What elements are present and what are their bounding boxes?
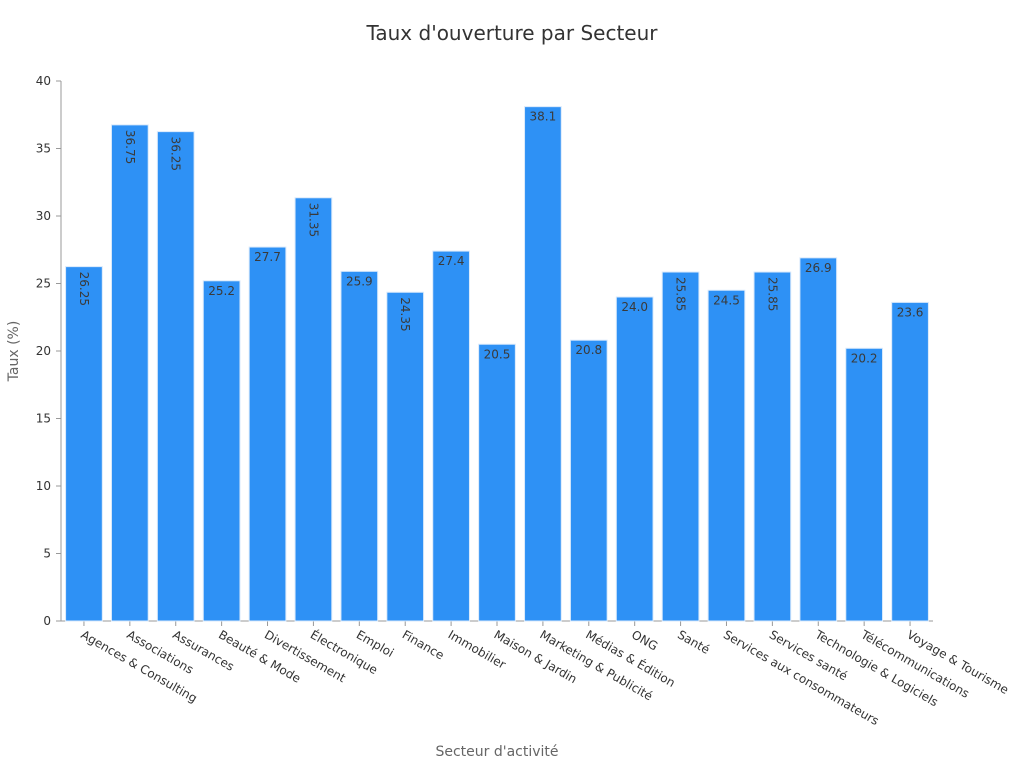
y-tick-label: 5 xyxy=(43,547,51,561)
bar xyxy=(110,124,149,622)
data-label: 26.25 xyxy=(77,272,91,306)
y-tick-label: 20 xyxy=(36,344,51,358)
bar xyxy=(478,343,516,622)
x-tick-label: Santé xyxy=(675,627,712,656)
y-tick-label: 0 xyxy=(43,614,51,628)
data-label: 27.7 xyxy=(254,250,281,264)
data-label: 24.5 xyxy=(713,293,740,307)
data-label: 36.25 xyxy=(169,137,183,171)
bars xyxy=(65,106,929,622)
x-axis-title: Secteur d'activité xyxy=(435,744,558,760)
bar xyxy=(202,280,241,622)
bar xyxy=(340,270,379,622)
y-tick-label: 10 xyxy=(36,479,51,493)
data-label: 24.0 xyxy=(621,300,648,314)
bar xyxy=(799,257,838,622)
data-label: 25.85 xyxy=(674,277,688,311)
bar xyxy=(707,289,746,622)
bar xyxy=(615,296,654,622)
data-label: 24.35 xyxy=(398,297,412,331)
bar xyxy=(891,301,929,622)
bar xyxy=(386,291,425,622)
data-labels: 26.25 36.75 36.25 25.2 27.7 31.35 25.9 24.35 27.… xyxy=(77,110,923,366)
data-label: 36.75 xyxy=(123,130,137,164)
bar xyxy=(248,246,287,622)
y-axis-title: Taux (%) xyxy=(6,321,22,383)
y-tick-label: 25 xyxy=(36,277,51,291)
y-axis: 0 5 10 15 20 25 30 35 40 xyxy=(36,74,62,628)
bar xyxy=(569,339,608,622)
bar xyxy=(294,197,333,622)
y-tick-label: 30 xyxy=(36,209,51,223)
y-tick-label: 15 xyxy=(36,412,51,426)
data-label: 25.2 xyxy=(208,284,235,298)
x-tick-label: ONG xyxy=(629,627,660,653)
data-label: 25.9 xyxy=(346,274,373,288)
data-label: 20.2 xyxy=(851,351,878,365)
x-axis: Agences & ConsultingAssociationsAssuranc… xyxy=(61,620,1011,728)
data-label: 38.1 xyxy=(530,110,557,124)
data-label: 25.85 xyxy=(765,277,779,311)
bar xyxy=(432,250,470,622)
data-label: 20.8 xyxy=(575,343,602,357)
x-tick-label: Finance xyxy=(400,627,447,662)
chart-title: Taux d'ouverture par Secteur xyxy=(365,21,658,45)
data-label: 23.6 xyxy=(897,305,924,319)
data-label: 26.9 xyxy=(805,261,832,275)
bar xyxy=(156,131,195,622)
y-tick-label: 40 xyxy=(36,74,51,88)
bar xyxy=(524,106,562,622)
bar xyxy=(753,271,792,622)
data-label: 27.4 xyxy=(438,254,465,268)
bar xyxy=(65,266,103,622)
bar xyxy=(845,347,884,622)
bar xyxy=(661,271,700,622)
data-label: 20.5 xyxy=(484,347,511,361)
data-label: 31.35 xyxy=(306,203,320,237)
y-tick-label: 35 xyxy=(36,142,51,156)
